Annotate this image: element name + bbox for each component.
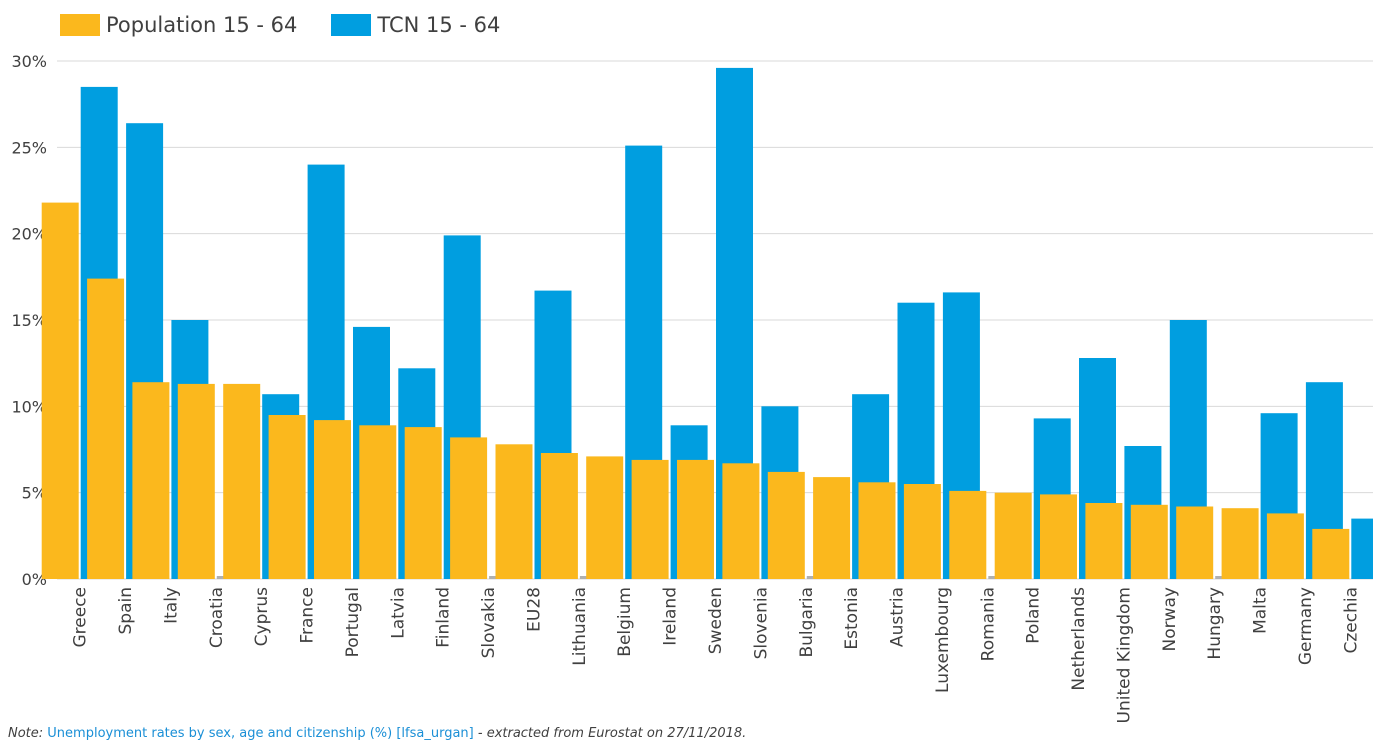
y-tick-label: 0% (22, 570, 47, 589)
x-tick-label: Austria (888, 587, 908, 647)
x-tick-label: Poland (1024, 587, 1044, 644)
bar-population-portugal (314, 420, 351, 579)
x-tick-label: Sweden (706, 587, 726, 654)
bar-population-ireland (631, 459, 669, 579)
bars (41, 67, 1373, 580)
bar-population-czechia (1312, 528, 1350, 579)
x-tick-label: Estonia (842, 587, 862, 650)
x-tick-label: Slovakia (479, 587, 499, 658)
note-link[interactable]: Unemployment rates by sex, age and citiz… (47, 726, 474, 741)
bar-population-austria (858, 482, 896, 579)
x-tick-label: Lithuania (570, 587, 590, 666)
bar-population-latvia (359, 425, 397, 579)
bar-population-bulgaria (767, 471, 805, 579)
x-tick-label: Netherlands (1069, 587, 1089, 691)
x-tick-label: Czechia (1341, 587, 1361, 654)
bar-population-germany (1266, 513, 1304, 579)
x-tick-label: Bulgaria (797, 587, 817, 658)
legend: Population 15 - 64 TCN 15 - 64 (60, 10, 534, 40)
x-tick-label: Finland (434, 587, 454, 648)
x-tick-label: Belgium (615, 587, 635, 657)
bar-population-belgium (586, 456, 624, 579)
source-note: Note: Unemployment rates by sex, age and… (8, 726, 746, 741)
x-tick-label: Italy (161, 587, 181, 624)
bar-population-greece (41, 202, 79, 579)
bar-population-sweden (677, 459, 714, 579)
x-tick-label: Croatia (207, 587, 227, 648)
bar-population-croatia (177, 383, 215, 579)
x-axis-labels: Greece Spain Italy Croatia Cyprus France Portu… (71, 587, 1362, 724)
bar-population-estonia (813, 477, 851, 579)
x-tick-label: Norway (1160, 587, 1180, 652)
x-tick-label: Malta (1251, 587, 1271, 634)
x-tick-label: Spain (116, 587, 136, 635)
bar-population-slovenia (722, 463, 760, 579)
x-tick-label: Cyprus (252, 587, 272, 646)
legend-item-tcn: TCN 15 - 64 (331, 13, 500, 37)
bar-population-poland (994, 492, 1032, 579)
y-tick-label: 25% (11, 138, 47, 157)
bar-population-hungary (1176, 506, 1214, 579)
y-tick-label: 30% (11, 52, 47, 71)
legend-label-tcn: TCN 15 - 64 (377, 13, 501, 37)
x-tick-label: EU28 (525, 587, 545, 632)
bar-population-malta (1221, 508, 1259, 579)
x-tick-label: Germany (1296, 587, 1316, 665)
x-tick-label: Romania (978, 587, 998, 661)
legend-swatch-tcn (331, 14, 372, 36)
bar-population-italy (132, 382, 170, 579)
legend-item-population: Population 15 - 64 (60, 13, 297, 37)
bar-population-netherlands (1040, 494, 1077, 579)
bar-tcn-czechia (1351, 518, 1373, 579)
x-tick-label: France (298, 587, 318, 644)
x-tick-label: Ireland (661, 587, 681, 646)
bar-population-lithuania (540, 453, 578, 579)
bar-population-norway (1130, 504, 1168, 579)
bar-population-luxembourg (903, 484, 941, 579)
bar-population-france (268, 415, 306, 579)
x-tick-label: Greece (71, 587, 91, 648)
x-tick-label: United Kingdom (1114, 587, 1134, 723)
y-tick-label: 10% (11, 397, 47, 416)
bar-population-finland (404, 427, 442, 579)
y-axis-ticks: 0% 5% 10% 15% 20% 25% 30% (11, 52, 47, 589)
y-tick-label: 20% (11, 225, 47, 244)
x-tick-label: Luxembourg (933, 587, 953, 693)
x-tick-label: Latvia (388, 587, 408, 639)
legend-label-population: Population 15 - 64 (106, 13, 298, 37)
y-tick-label: 5% (22, 484, 47, 503)
x-tick-label: Portugal (343, 587, 363, 657)
bar-population-romania (949, 490, 987, 579)
bar-population-slovakia (450, 437, 488, 579)
bar-population-spain (87, 278, 125, 579)
bar-population-united-kingdom (1085, 503, 1123, 579)
x-tick-label: Hungary (1205, 587, 1225, 660)
note-suffix: - extracted from Eurostat on 27/11/2018. (473, 726, 747, 741)
bar-population-eu28 (495, 444, 533, 579)
bar-population-cyprus (223, 383, 261, 579)
note-prefix: Note: (8, 726, 44, 741)
x-tick-label: Slovenia (751, 587, 771, 659)
legend-swatch-population (60, 14, 100, 36)
y-tick-label: 15% (11, 311, 47, 330)
